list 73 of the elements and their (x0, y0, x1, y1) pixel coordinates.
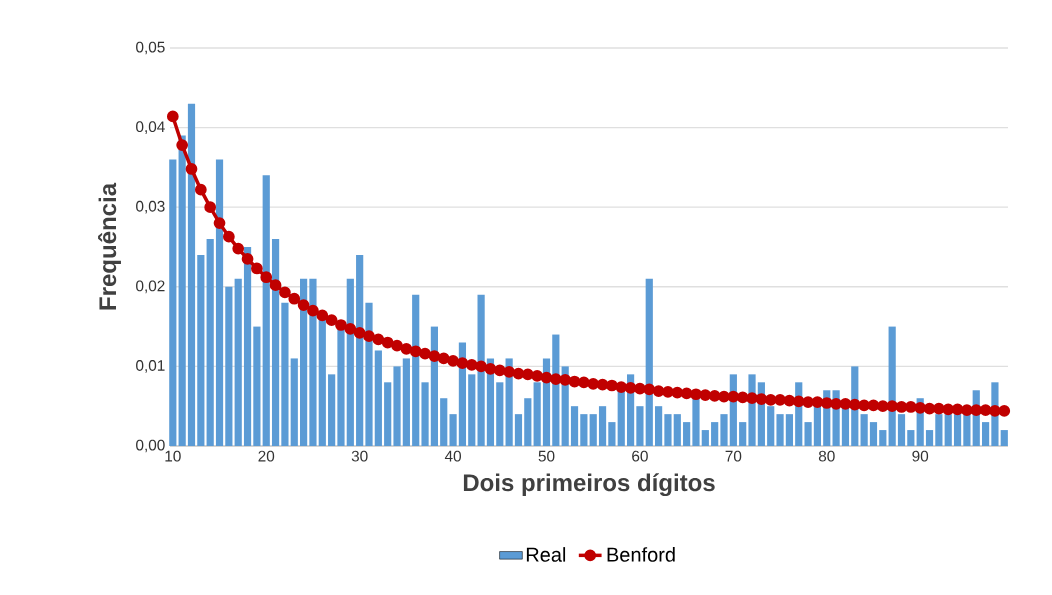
bar (683, 422, 691, 446)
bar (328, 374, 336, 446)
y-tick-label: 0,04 (136, 121, 165, 134)
bar (608, 422, 616, 446)
bar (206, 239, 214, 446)
bar (514, 414, 523, 446)
bar (346, 278, 354, 446)
bar (243, 246, 252, 446)
bar (169, 159, 177, 446)
x-tick-label: 80 (818, 450, 835, 462)
bar (449, 414, 457, 446)
legend-label: Benford (607, 547, 675, 562)
bar (187, 103, 196, 446)
bar (309, 278, 317, 446)
bar (879, 430, 887, 446)
bar (178, 135, 186, 446)
bar (776, 414, 784, 446)
bar (589, 414, 597, 446)
x-axis-title: Dois primeiros dígitos (463, 473, 715, 497)
bar (477, 294, 485, 446)
bar (468, 374, 476, 446)
bar (598, 406, 607, 446)
bar (524, 398, 532, 446)
bar (421, 382, 429, 446)
bar (645, 278, 653, 446)
bar (290, 358, 298, 446)
y-axis-title: Frequência (98, 182, 121, 310)
y-tick-label: 0,05 (136, 41, 165, 55)
y-tick-label: 0,00 (136, 439, 165, 453)
bar (570, 406, 579, 446)
bar (253, 326, 261, 446)
bar (440, 398, 448, 446)
bar (402, 358, 410, 446)
bar (412, 294, 420, 446)
x-tick-label: 90 (912, 450, 929, 462)
bar (197, 254, 205, 446)
bar (804, 422, 812, 446)
bar (655, 406, 663, 446)
bar (925, 430, 934, 446)
bar (384, 382, 392, 446)
bar (1000, 430, 1008, 446)
bar (271, 239, 280, 446)
bar (496, 382, 504, 446)
bar (711, 422, 719, 446)
x-tick-label: 50 (538, 450, 555, 462)
x-tick-label: 60 (632, 450, 648, 462)
bar (701, 430, 709, 446)
bar (720, 414, 728, 446)
x-tick-label: 10 (165, 450, 181, 462)
bar (393, 366, 401, 446)
bar (664, 414, 672, 446)
bar (281, 302, 289, 446)
x-tick-label: 20 (258, 450, 275, 462)
bar (739, 422, 747, 446)
bar (673, 414, 681, 446)
bar (785, 414, 793, 446)
bar (580, 414, 588, 446)
y-tick-label: 0,03 (136, 200, 165, 214)
bar (981, 422, 990, 446)
x-tick-label: 30 (351, 450, 368, 462)
x-tick-label: 70 (725, 450, 742, 462)
bar (215, 159, 224, 446)
y-tick-label: 0,02 (136, 280, 165, 294)
bar (365, 302, 373, 446)
bar (234, 278, 242, 446)
x-tick-label: 40 (444, 450, 461, 462)
bar (869, 422, 878, 446)
bar (636, 406, 644, 446)
y-tick-label: 0,01 (136, 360, 165, 373)
bar (225, 286, 233, 446)
bar (907, 430, 915, 446)
bar (374, 350, 382, 446)
legend-label: Real (526, 547, 566, 562)
